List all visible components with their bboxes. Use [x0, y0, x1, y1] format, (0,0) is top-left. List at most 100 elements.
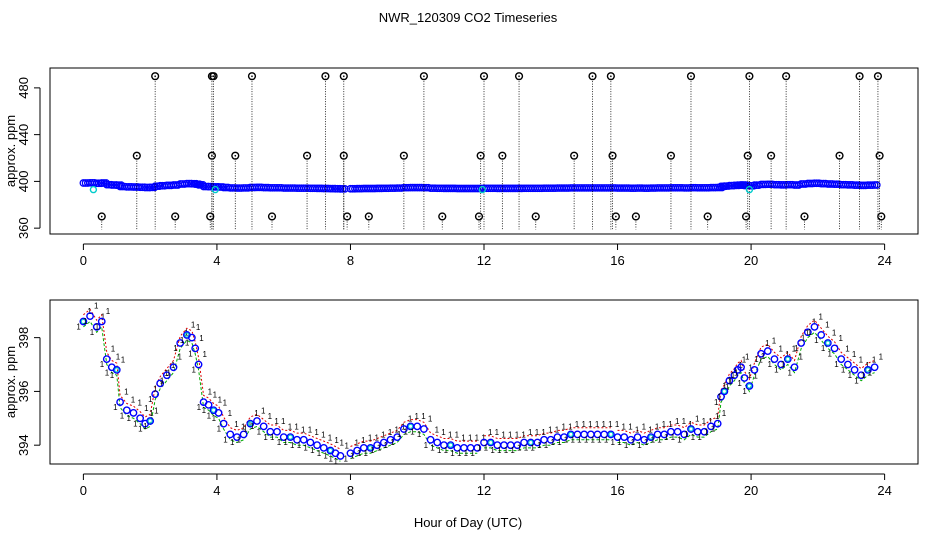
figure-xlabel: Hour of Day (UTC) [414, 515, 522, 530]
bottom-red-marker: 1 [725, 382, 730, 391]
bottom-data-point [366, 443, 375, 452]
top-x-tick-label: 20 [744, 253, 758, 268]
bottom-data-point [136, 414, 145, 423]
top-spike-point-center [880, 215, 883, 218]
top-spike-point-center [234, 154, 237, 157]
bottom-red-marker: 1 [642, 423, 647, 432]
bottom-green-marker: 1 [544, 441, 549, 450]
top-baseline-point [870, 181, 879, 189]
bottom-red-marker: 1 [475, 433, 480, 442]
bottom-data-point [817, 331, 826, 339]
bottom-y-tick-label: 398 [16, 327, 31, 349]
bottom-data-point [486, 438, 495, 447]
bottom-data-point [194, 360, 203, 369]
top-spike-point-center [211, 75, 213, 77]
bottom-green-marker: 1 [197, 403, 202, 412]
bottom-red-marker: 1 [745, 353, 750, 362]
bottom-green-marker: 1 [510, 446, 515, 455]
bottom-red-marker: 1 [388, 428, 393, 437]
bottom-data-point [129, 409, 138, 417]
bottom-green-marker: 1 [223, 435, 228, 444]
bottom-green-marker: 1 [390, 438, 395, 447]
bottom-data-point [286, 433, 295, 442]
top-spike-point-center [154, 75, 156, 77]
top-spike-point-center [803, 215, 806, 218]
bottom-data-point [433, 438, 442, 447]
bottom-red-marker: 1 [111, 345, 116, 354]
bottom-green-marker: 1 [185, 339, 190, 348]
top-spike-point-center [136, 154, 138, 157]
top-baseline-point [153, 182, 162, 191]
top-spike-point [498, 151, 507, 160]
top-baseline-point [328, 184, 337, 193]
top-spike-point-center [209, 215, 212, 218]
top-x-tick-label: 8 [347, 253, 354, 268]
top-spike-point [608, 151, 617, 160]
bottom-green-marker: 1 [243, 425, 248, 434]
bottom-data-point [850, 366, 859, 374]
top-baseline-point [95, 179, 103, 188]
bottom-data-point [647, 433, 655, 442]
bottom-green-marker: 1 [761, 352, 766, 361]
bottom-green-marker: 1 [774, 366, 779, 375]
bottom-green-marker: 1 [133, 419, 138, 428]
bottom-data-point [700, 427, 709, 436]
bottom-red-marker: 1 [561, 423, 566, 432]
top-baseline-point [722, 182, 731, 190]
bottom-cyan-point [528, 439, 534, 445]
top-spike-point-center [670, 154, 672, 157]
bottom-green-marker: 1 [664, 433, 669, 442]
top-baseline-point [191, 180, 200, 189]
top-x-tick-label: 24 [877, 253, 891, 268]
top-spike-point [267, 212, 277, 221]
top-spike-point-center [479, 154, 482, 157]
top-spike-point [399, 151, 408, 160]
bottom-green-marker: 1 [550, 438, 555, 447]
bottom-cyan-point [184, 332, 190, 338]
top-spike-point-center [706, 215, 709, 218]
bottom-green-marker: 1 [671, 433, 676, 442]
bottom-green-marker: 1 [657, 435, 662, 444]
top-x-tick-label: 16 [610, 253, 624, 268]
bottom-red-marker: 1 [294, 423, 299, 432]
bottom-green-marker: 1 [180, 336, 185, 345]
bottom-data-point [79, 317, 88, 326]
bottom-green-marker: 1 [143, 422, 148, 431]
top-cyan-point [211, 185, 219, 194]
bottom-red-marker: 1 [234, 420, 239, 429]
bottom-red-marker: 1 [191, 320, 196, 329]
bottom-red-marker: 1 [595, 420, 600, 429]
top-spike-point [570, 151, 579, 160]
bottom-data-point [253, 417, 261, 425]
bottom-red-marker: 1 [354, 439, 359, 448]
top-y-tick-label: 360 [16, 217, 31, 239]
bottom-data-point [837, 355, 846, 364]
bottom-green-marker: 1 [120, 411, 125, 420]
bottom-green-marker: 1 [263, 433, 268, 442]
bottom-green-marker: 1 [577, 435, 582, 444]
bottom-green-marker: 1 [357, 449, 362, 458]
top-spike-point [743, 151, 752, 160]
bottom-green-marker: 1 [470, 449, 475, 458]
top-spike-point [800, 212, 809, 221]
bottom-data-point [273, 427, 281, 436]
bottom-data-point [790, 363, 799, 372]
bottom-red-marker: 1 [261, 406, 266, 415]
bottom-green-marker: 1 [742, 387, 747, 396]
top-spike-point [611, 212, 620, 221]
bottom-green-marker: 1 [110, 371, 115, 380]
top-spike-point [855, 72, 864, 81]
bottom-green-marker: 1 [450, 449, 455, 458]
bottom-red-marker: 1 [455, 431, 460, 440]
bottom-data-point [233, 433, 241, 442]
bottom-data-point [204, 400, 213, 409]
bottom-red-marker: 1 [241, 423, 246, 432]
top-baseline-point [97, 179, 106, 187]
bottom-red-marker: 1 [521, 431, 526, 440]
bottom-red-marker: 1 [218, 396, 223, 405]
bottom-green-marker: 1 [167, 368, 172, 377]
bottom-red-marker: 1 [131, 396, 136, 405]
top-baseline-point [194, 181, 203, 189]
bottom-green-marker: 1 [651, 435, 656, 444]
top-spike-point [209, 72, 218, 81]
